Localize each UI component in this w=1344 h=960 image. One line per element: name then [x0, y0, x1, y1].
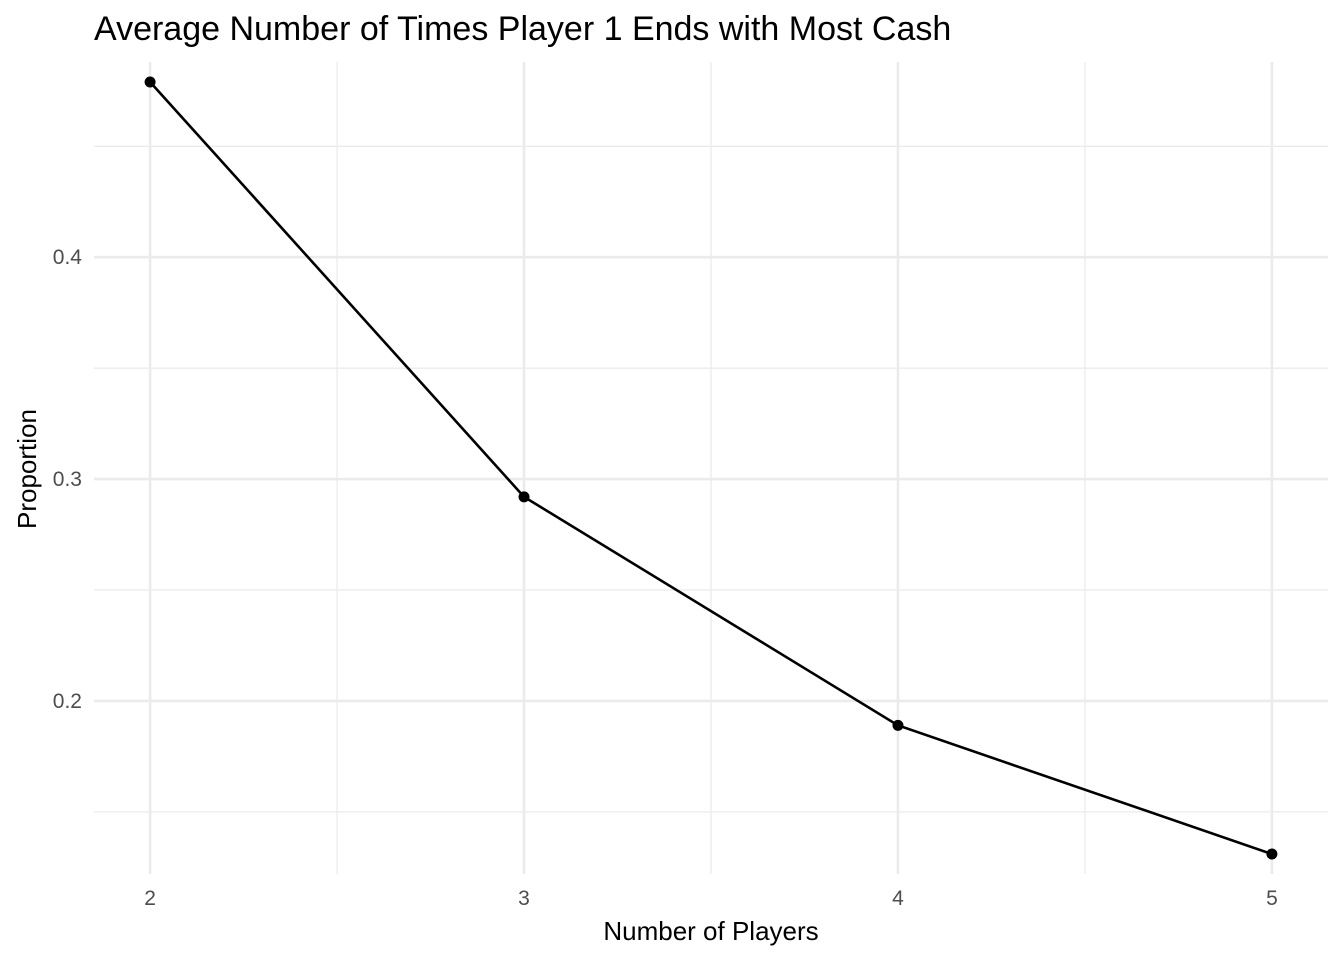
- tick-labels: 2 3 4 5 0.2 0.3 0.4: [53, 246, 1278, 910]
- data-point: [518, 491, 530, 503]
- x-tick-label: 5: [1266, 887, 1278, 910]
- x-axis-label: Number of Players: [603, 916, 818, 946]
- y-tick-label: 0.3: [53, 468, 82, 491]
- points-layer: [144, 76, 1278, 860]
- y-axis-label: Proportion: [12, 409, 42, 529]
- series-layer: [149, 81, 1273, 856]
- x-tick-label: 2: [144, 887, 156, 910]
- x-tick-label: 3: [518, 887, 530, 910]
- chart-title: Average Number of Times Player 1 Ends wi…: [94, 10, 951, 48]
- series-line: [149, 81, 1273, 856]
- data-point: [144, 76, 156, 88]
- data-point: [1266, 848, 1278, 860]
- data-point: [892, 719, 904, 731]
- y-tick-label: 0.4: [53, 246, 83, 269]
- grid: [94, 62, 1328, 874]
- x-tick-label: 4: [892, 887, 904, 910]
- y-tick-label: 0.2: [53, 690, 82, 713]
